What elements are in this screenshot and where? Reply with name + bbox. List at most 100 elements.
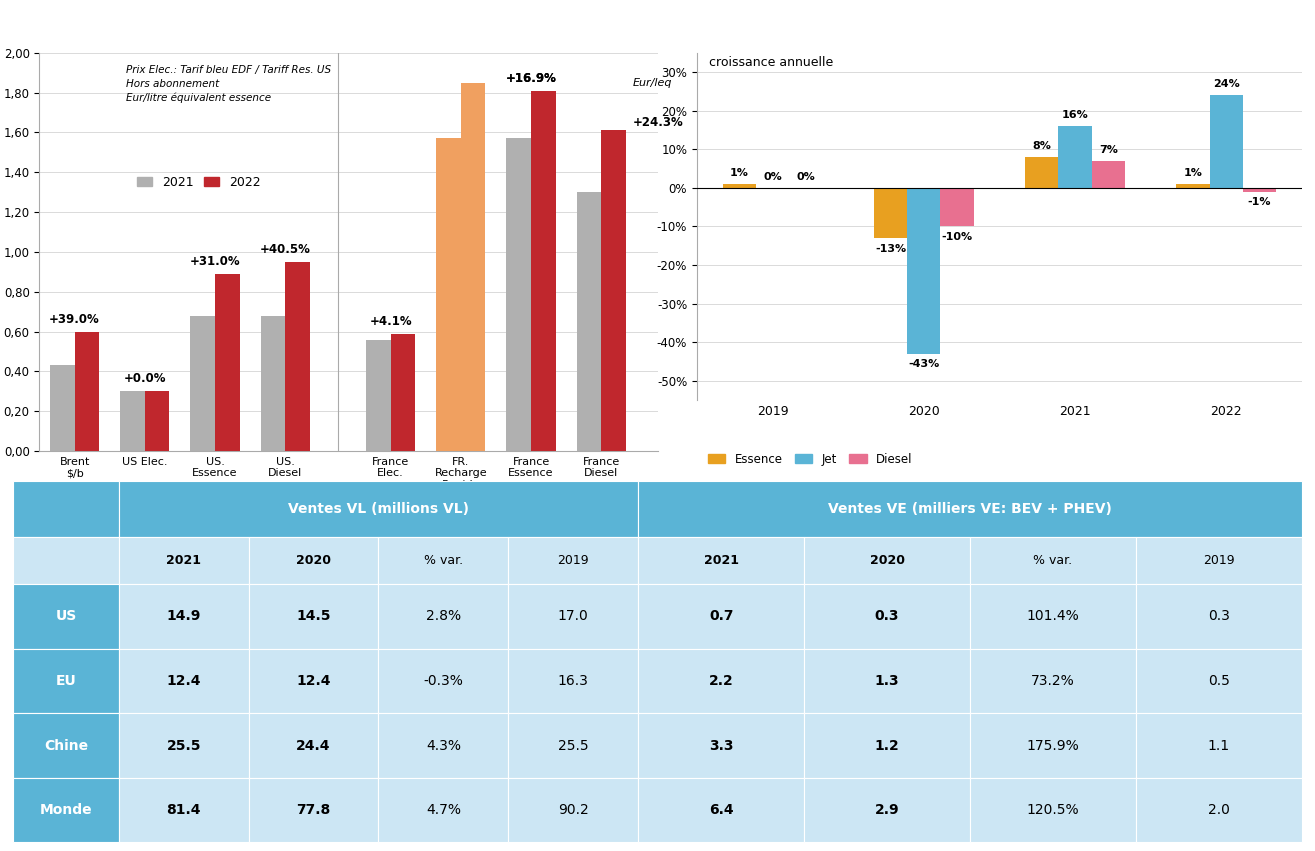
FancyBboxPatch shape: [1136, 584, 1302, 648]
FancyBboxPatch shape: [118, 778, 249, 842]
Text: 25.5: 25.5: [167, 739, 201, 752]
Text: 7%: 7%: [1099, 145, 1118, 155]
FancyBboxPatch shape: [970, 648, 1136, 713]
Text: 90.2: 90.2: [558, 803, 589, 817]
FancyBboxPatch shape: [118, 481, 638, 537]
Text: +4.1%: +4.1%: [370, 315, 412, 328]
Text: +31.0%: +31.0%: [189, 254, 241, 268]
FancyBboxPatch shape: [638, 648, 803, 713]
Text: +40.5%: +40.5%: [260, 243, 310, 256]
FancyBboxPatch shape: [970, 713, 1136, 778]
Text: 14.9: 14.9: [167, 609, 201, 623]
Text: croissance annuelle: croissance annuelle: [709, 56, 834, 69]
Text: 24%: 24%: [1212, 79, 1240, 89]
FancyBboxPatch shape: [13, 713, 118, 778]
FancyBboxPatch shape: [379, 584, 509, 648]
Text: +39.0%: +39.0%: [49, 312, 100, 326]
Bar: [191, 316, 216, 451]
FancyBboxPatch shape: [249, 648, 379, 713]
Legend: 2021, 2022: 2021, 2022: [133, 170, 266, 193]
Text: Eur/leq: Eur/leq: [633, 77, 672, 88]
Text: 2020: 2020: [296, 554, 331, 567]
Bar: [145, 391, 170, 451]
Text: 3.3: 3.3: [709, 739, 734, 752]
Text: Prix des Carburants à la pompe (USA vs. France): Prix des Carburants à la pompe (USA vs. …: [46, 23, 485, 38]
FancyBboxPatch shape: [379, 648, 509, 713]
FancyBboxPatch shape: [13, 778, 118, 842]
Text: -1%: -1%: [1248, 197, 1272, 208]
FancyBboxPatch shape: [970, 537, 1136, 584]
Text: -43%: -43%: [909, 359, 939, 369]
Text: % var.: % var.: [1034, 554, 1073, 567]
Text: 12.4: 12.4: [296, 674, 331, 688]
Bar: [50, 365, 75, 451]
FancyBboxPatch shape: [249, 584, 379, 648]
FancyBboxPatch shape: [249, 778, 379, 842]
Text: 12.4: 12.4: [167, 674, 201, 688]
Bar: [460, 83, 485, 451]
FancyBboxPatch shape: [638, 713, 803, 778]
Text: -13%: -13%: [874, 243, 906, 254]
FancyBboxPatch shape: [509, 537, 638, 584]
Text: 0%: 0%: [797, 172, 815, 182]
Text: 81.4: 81.4: [167, 803, 201, 817]
Bar: [260, 316, 285, 451]
FancyBboxPatch shape: [803, 778, 970, 842]
Text: Ventes VE (milliers VE: BEV + PHEV): Ventes VE (milliers VE: BEV + PHEV): [828, 502, 1112, 516]
Text: +16.9%: +16.9%: [506, 71, 556, 84]
FancyBboxPatch shape: [249, 537, 379, 584]
Text: 1%: 1%: [1184, 168, 1202, 178]
Text: 175.9%: 175.9%: [1027, 739, 1080, 752]
Text: 6.4: 6.4: [709, 803, 734, 817]
Text: US: US: [55, 609, 76, 623]
Text: 4.3%: 4.3%: [426, 739, 462, 752]
Bar: [120, 391, 145, 451]
Bar: [907, 188, 940, 354]
Text: 73.2%: 73.2%: [1031, 674, 1074, 688]
FancyBboxPatch shape: [13, 584, 118, 648]
Bar: [1059, 126, 1091, 188]
Text: 77.8: 77.8: [296, 803, 330, 817]
Bar: [940, 188, 973, 226]
Text: 17.0: 17.0: [558, 609, 589, 623]
Text: 2.9: 2.9: [874, 803, 899, 817]
FancyBboxPatch shape: [1136, 713, 1302, 778]
FancyBboxPatch shape: [249, 713, 379, 778]
FancyBboxPatch shape: [638, 537, 803, 584]
Text: 16.3: 16.3: [558, 674, 589, 688]
Text: 0.3: 0.3: [1208, 609, 1230, 623]
Text: 8%: 8%: [1032, 141, 1051, 151]
FancyBboxPatch shape: [1136, 648, 1302, 713]
Text: EU: EU: [55, 674, 76, 688]
FancyBboxPatch shape: [118, 648, 249, 713]
FancyBboxPatch shape: [379, 778, 509, 842]
FancyBboxPatch shape: [638, 481, 1302, 537]
Text: Chine: Chine: [43, 739, 88, 752]
Text: 0.3: 0.3: [874, 609, 899, 623]
Text: 24.4: 24.4: [296, 739, 331, 752]
Bar: [1091, 161, 1124, 188]
Bar: [391, 334, 416, 451]
Text: 0%: 0%: [763, 172, 782, 182]
Text: 2019: 2019: [1203, 554, 1235, 567]
Bar: [577, 192, 601, 451]
Bar: [437, 139, 460, 451]
Bar: [723, 184, 756, 188]
Text: -0.3%: -0.3%: [423, 674, 463, 688]
Text: 25.5: 25.5: [558, 739, 589, 752]
Text: 1%: 1%: [730, 168, 748, 178]
FancyBboxPatch shape: [509, 778, 638, 842]
Text: 2019: 2019: [558, 554, 589, 567]
Text: 2.0: 2.0: [1208, 803, 1230, 817]
FancyBboxPatch shape: [803, 584, 970, 648]
Bar: [874, 188, 907, 238]
FancyBboxPatch shape: [379, 713, 509, 778]
Text: 0.7: 0.7: [709, 609, 734, 623]
Bar: [1243, 188, 1276, 191]
FancyBboxPatch shape: [509, 584, 638, 648]
Text: Ventes VL (millions VL): Ventes VL (millions VL): [288, 502, 469, 516]
FancyBboxPatch shape: [509, 648, 638, 713]
FancyBboxPatch shape: [970, 584, 1136, 648]
FancyBboxPatch shape: [118, 584, 249, 648]
FancyBboxPatch shape: [970, 778, 1136, 842]
